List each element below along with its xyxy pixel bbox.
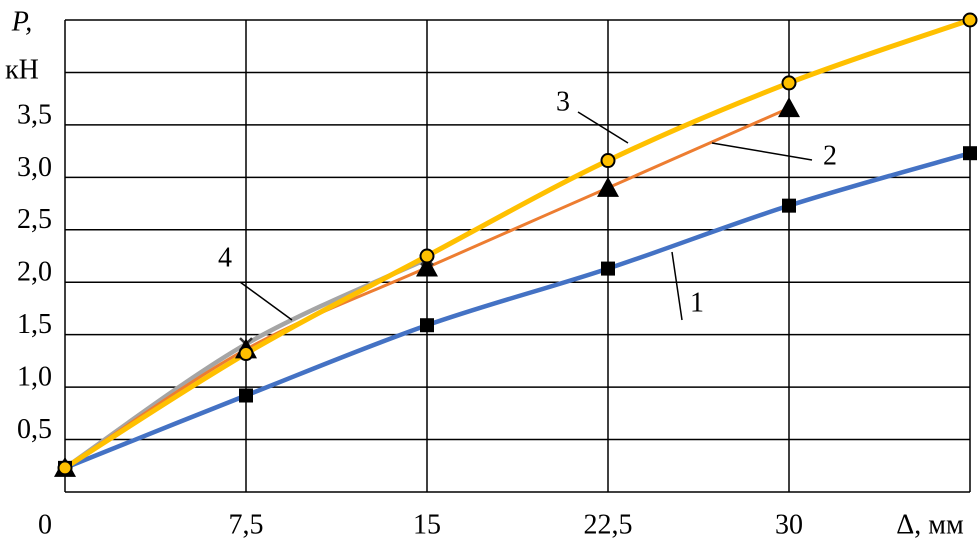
marker: [239, 388, 253, 403]
y-tick-label: 1,0: [17, 362, 52, 393]
series-label: 1: [690, 287, 704, 318]
y-tick-label: 3,0: [17, 152, 52, 183]
leader-line: [577, 111, 629, 144]
x-tick-label: 7,5: [229, 509, 264, 540]
series-line: [63, 17, 971, 470]
leader-line: [711, 142, 813, 161]
marker: [597, 176, 619, 197]
marker: [962, 12, 978, 28]
marker: [419, 248, 435, 264]
x-axis-label: Δ, мм: [896, 509, 964, 540]
marker: [238, 346, 254, 362]
y-tick-label: 1,5: [17, 309, 52, 340]
y-axis-label: P,: [11, 6, 33, 37]
x-tick-label: 15: [413, 509, 441, 540]
marker: [781, 75, 797, 91]
y-axis-unit: кН: [5, 54, 39, 85]
x-tick-label: 30: [775, 509, 803, 540]
marker: [420, 318, 434, 333]
leader-line: [239, 281, 293, 321]
series-label: 4: [218, 242, 232, 273]
leader-line: [671, 251, 683, 321]
series-label: 2: [823, 140, 837, 171]
marker: [778, 97, 800, 118]
marker: [416, 256, 438, 277]
y-tick-label: 3,5: [17, 99, 52, 130]
x-tick-label: 22,5: [584, 509, 633, 540]
series-label: 3: [556, 86, 570, 117]
y-tick-label: 0,5: [17, 414, 52, 445]
marker: [57, 460, 73, 476]
y-tick-label: 2,5: [17, 204, 52, 235]
y-tick-label: 2,0: [17, 257, 52, 288]
marker: [601, 261, 615, 276]
marker: [600, 153, 616, 169]
x-tick-label: 0: [38, 509, 52, 540]
marker: [782, 198, 796, 213]
series-line: [64, 151, 971, 470]
marker: [963, 146, 977, 161]
